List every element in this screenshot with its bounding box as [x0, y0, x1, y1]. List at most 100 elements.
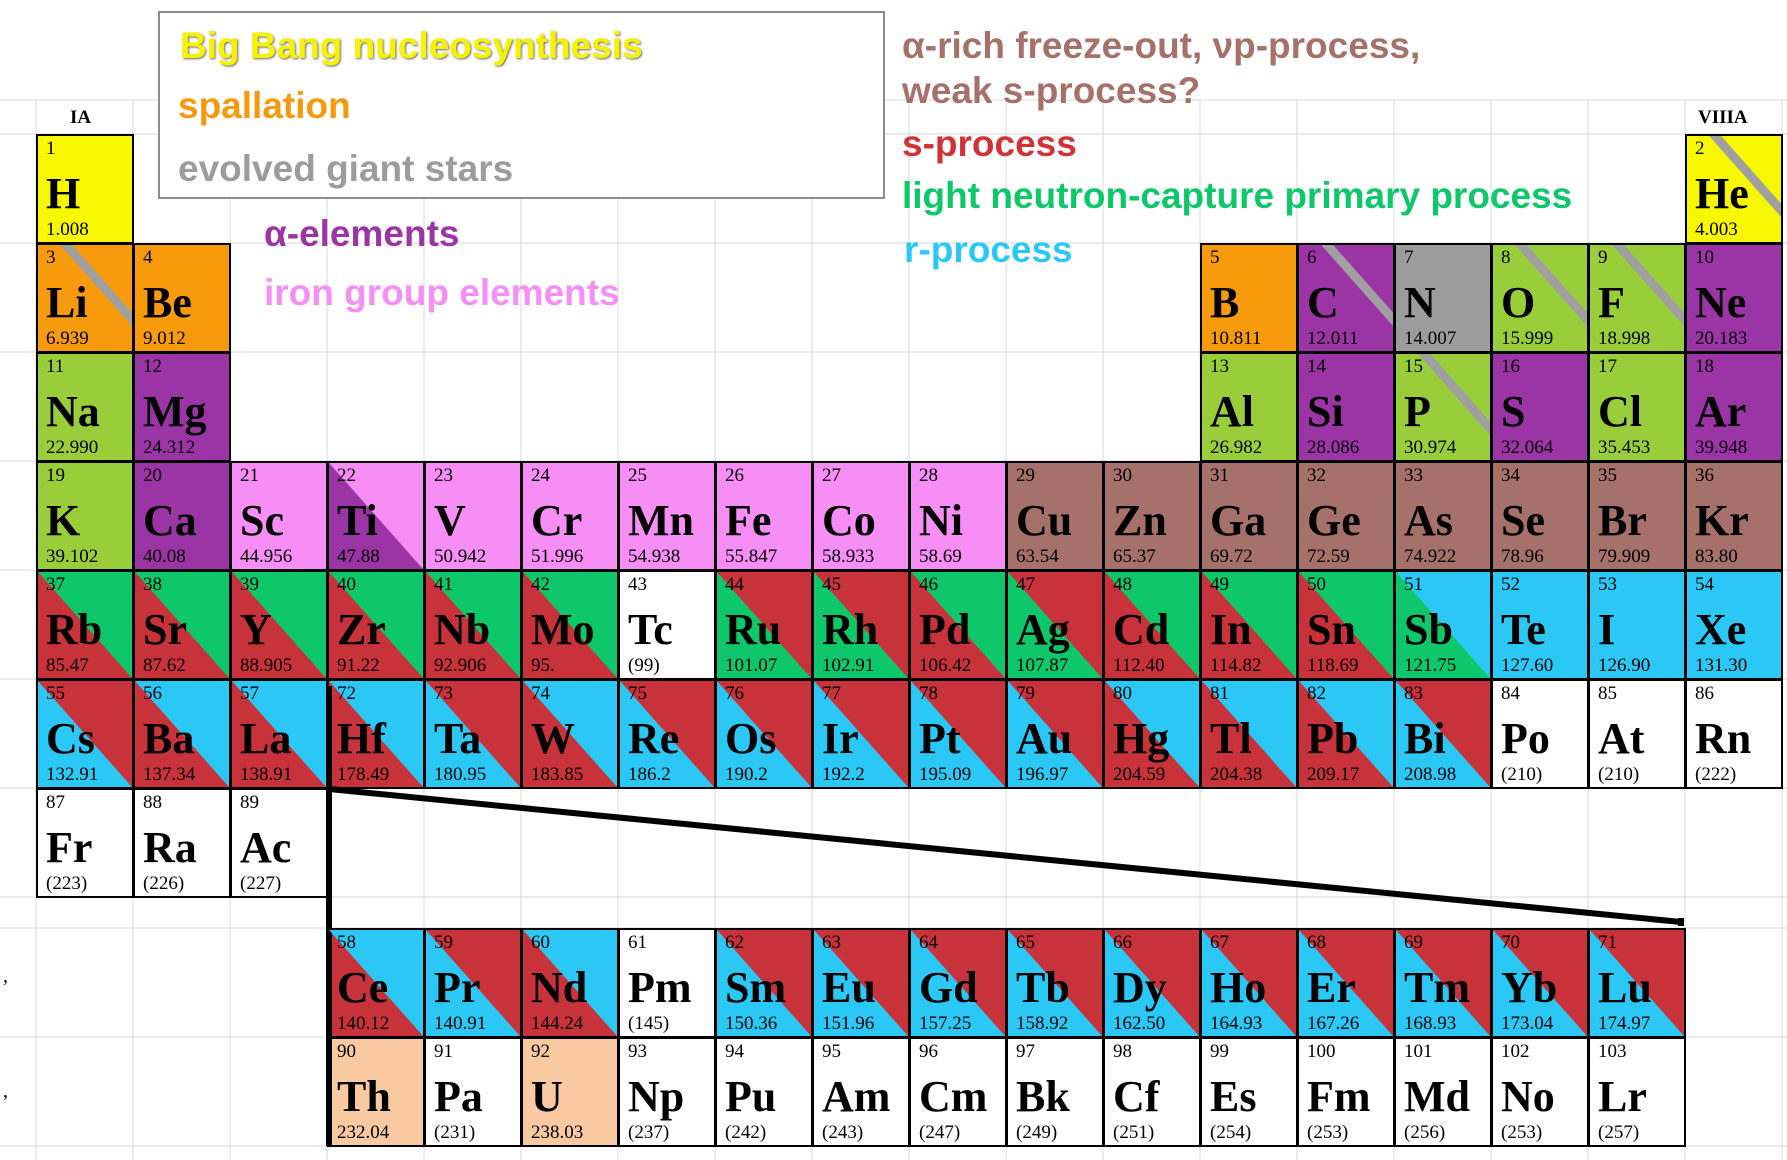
atomic-mass: 40.08: [143, 546, 186, 567]
element-sc: 21 Sc 44.956: [230, 461, 328, 571]
element-pr: 59 Pr 140.91: [424, 928, 522, 1038]
atomic-mass: 192.2: [822, 764, 865, 785]
atomic-mass: (210): [1501, 764, 1543, 785]
element-ge: 32 Ge 72.59: [1297, 461, 1395, 571]
element-symbol: Dy: [1113, 963, 1167, 1012]
element-he: 2 He 4.003: [1685, 134, 1783, 244]
element-symbol: V: [434, 496, 466, 545]
atomic-number: 11: [46, 356, 65, 377]
atomic-number: 36: [1695, 465, 1714, 486]
element-symbol: Bi: [1404, 714, 1446, 763]
atomic-number: 83: [1404, 683, 1423, 704]
element-overlay: [1202, 930, 1296, 1036]
atomic-mass: 107.87: [1016, 655, 1069, 676]
element-symbol: Es: [1210, 1072, 1257, 1121]
atomic-mass: 32.064: [1501, 437, 1554, 458]
group-label-viiia: VIIIA: [1698, 107, 1748, 128]
element-symbol: Pa: [434, 1072, 483, 1121]
atomic-number: 7: [1404, 247, 1414, 268]
element-fr: 87 Fr (223): [36, 788, 134, 898]
element-overlay: [1202, 572, 1296, 678]
atomic-mass: (242): [725, 1122, 767, 1143]
element-overlay: [329, 463, 423, 569]
atomic-number: 52: [1501, 574, 1520, 595]
element-symbol: Np: [628, 1072, 685, 1121]
element-symbol: Hf: [337, 714, 386, 763]
element-overlay: [911, 681, 1005, 787]
element-symbol: Ga: [1210, 496, 1267, 545]
element-symbol: H: [46, 169, 81, 218]
atomic-number: 21: [240, 465, 259, 486]
element-symbol: P: [1404, 387, 1431, 436]
element-overlay: [1590, 930, 1684, 1036]
atomic-number: 30: [1113, 465, 1132, 486]
atomic-mass: 12.011: [1307, 328, 1359, 349]
atomic-number: 34: [1501, 465, 1520, 486]
element-sn: 50 Sn 118.69: [1297, 570, 1395, 680]
element-pb: 82 Pb 209.17: [1297, 679, 1395, 789]
atomic-number: 96: [919, 1041, 938, 1062]
atomic-number: 3: [46, 247, 56, 268]
atomic-number: 91: [434, 1041, 453, 1062]
atomic-number: 80: [1113, 683, 1132, 704]
element-overlay: [814, 681, 908, 787]
atomic-mass: 91.22: [337, 655, 380, 676]
atomic-number: 68: [1307, 932, 1326, 953]
element-be: 4 Be 9.012: [133, 243, 231, 353]
element-lr: 103 Lr (257): [1588, 1037, 1686, 1147]
atomic-number: 41: [434, 574, 453, 595]
atomic-number: 46: [919, 574, 938, 595]
atomic-mass: 18.998: [1598, 328, 1651, 349]
element-symbol: Pm: [628, 963, 692, 1012]
element-mo: 42 Mo 95.: [521, 570, 619, 680]
element-symbol: Yb: [1501, 963, 1558, 1012]
atomic-number: 48: [1113, 574, 1132, 595]
atomic-number: 98: [1113, 1041, 1132, 1062]
element-symbol: Re: [628, 714, 680, 763]
element-overlay: [717, 930, 811, 1036]
atomic-mass: 47.88: [337, 546, 380, 567]
element-i: 53 I 126.90: [1588, 570, 1686, 680]
atomic-mass: 10.811: [1210, 328, 1262, 349]
atomic-mass: 140.91: [434, 1013, 487, 1034]
atomic-mass: 137.34: [143, 764, 196, 785]
atomic-mass: (145): [628, 1013, 670, 1034]
atomic-number: 8: [1501, 247, 1511, 268]
legend-spallation: spallation: [178, 85, 351, 126]
atomic-number: 94: [725, 1041, 744, 1062]
element-ra: 88 Ra (226): [133, 788, 231, 898]
atomic-mass: 20.183: [1695, 328, 1748, 349]
element-symbol: Po: [1501, 714, 1550, 763]
element-overlay: [1299, 930, 1393, 1036]
atomic-mass: 35.453: [1598, 437, 1651, 458]
element-symbol: W: [531, 714, 575, 763]
atomic-number: 26: [725, 465, 744, 486]
atomic-number: 100: [1307, 1041, 1336, 1062]
element-ag: 47 Ag 107.87: [1006, 570, 1104, 680]
element-mn: 25 Mn 54.938: [618, 461, 716, 571]
element-overlay: [232, 681, 326, 787]
element-sm: 62 Sm 150.36: [715, 928, 813, 1038]
element-cs: 55 Cs 132.91: [36, 679, 134, 789]
element-h: 1 H 1.008: [36, 134, 134, 244]
atomic-mass: 85.47: [46, 655, 89, 676]
atomic-mass: 186.2: [628, 764, 671, 785]
atomic-number: 61: [628, 932, 647, 953]
atomic-number: 54: [1695, 574, 1714, 595]
atomic-number: 51: [1404, 574, 1423, 595]
atomic-number: 19: [46, 465, 65, 486]
atomic-number: 33: [1404, 465, 1423, 486]
atomic-number: 1: [46, 138, 56, 159]
atomic-number: 64: [919, 932, 938, 953]
atomic-mass: 168.93: [1404, 1013, 1457, 1034]
atomic-mass: 69.72: [1210, 546, 1253, 567]
atomic-mass: (249): [1016, 1122, 1058, 1143]
element-k: 19 K 39.102: [36, 461, 134, 571]
atomic-number: 50: [1307, 574, 1326, 595]
element-zn: 30 Zn 65.37: [1103, 461, 1201, 571]
element-symbol: Se: [1501, 496, 1545, 545]
atomic-number: 93: [628, 1041, 647, 1062]
element-symbol: Cr: [531, 496, 583, 545]
element-overlay: [1493, 930, 1587, 1036]
atomic-number: 92: [531, 1041, 550, 1062]
